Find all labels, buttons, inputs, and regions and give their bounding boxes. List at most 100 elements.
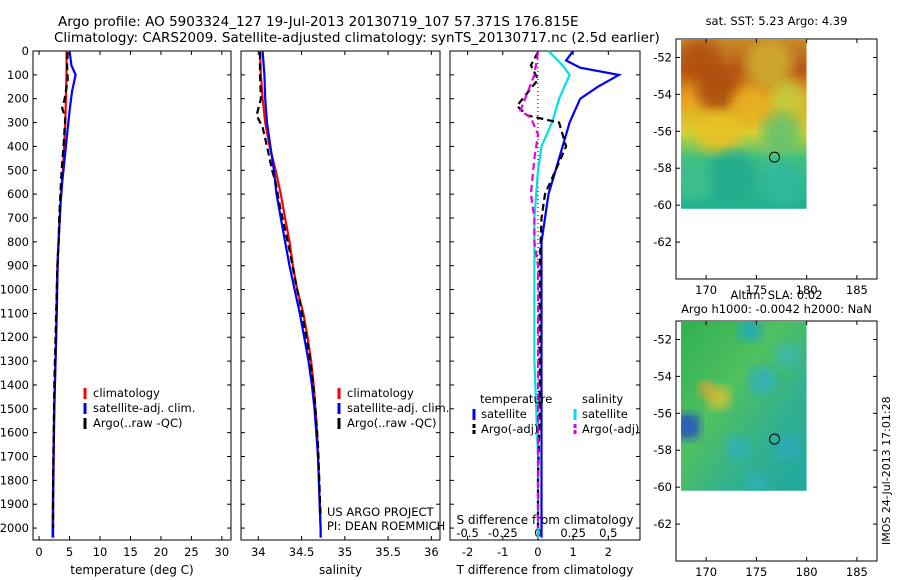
ytick-label: 400 [7,139,29,153]
legend-label: Argo(..raw -QC) [347,416,437,430]
plot-frame [449,50,641,541]
xtick-label: 34 [251,545,266,559]
xlabel: temperature (deg C) [70,563,193,577]
difference-panel: -2 -1 0 1 2 T difference from climatology -0.5… [449,50,641,577]
argo-marker [768,151,780,163]
map-field [681,39,807,209]
ytick-label: -60 [653,480,672,494]
xtick-top-label: 0.5 [599,526,617,540]
ytick-label: 1000 [0,283,29,297]
xtick-label: 185 [846,283,868,297]
xtick-label: 0 [534,545,541,559]
legend-title: salinity [582,392,623,406]
sla-blob [775,436,800,461]
xtick-label: 36 [424,545,439,559]
ytick-label: 1500 [0,402,29,416]
xtick-label: 2 [605,545,612,559]
ytick-label: -60 [653,198,672,212]
xlabel-top: S difference from climatology [457,513,634,527]
xtick-label: 30 [215,545,230,559]
ytick-label: 1600 [0,426,29,440]
xtick-top-label: -0.5 [456,526,478,540]
ytick-label: 0 [22,44,29,58]
legend-label: satellite [582,407,628,421]
xtick-label: 185 [846,565,868,579]
xtick-top-label: -0.25 [488,526,518,540]
legend-label: climatology [347,386,414,400]
map-title: Altim. SLA: 0.02 [730,288,822,302]
sst-blob [761,112,802,153]
xtick-label: 1 [569,545,576,559]
xtick-label: -1 [497,545,508,559]
header-line1: Argo profile: AO 5903324_127 19-Jul-2013… [58,14,579,30]
ytick-label: -52 [653,332,672,346]
legend-label: climatology [93,386,160,400]
ytick-label: 900 [7,259,29,273]
legend-label: Argo(-adj) [481,422,538,436]
sst-blob [744,40,793,89]
sst-blob [681,165,712,202]
xtick-label: 34.5 [289,545,315,559]
ytick-label: -62 [653,517,672,531]
ytick-label: -56 [653,124,672,138]
sst-blob [730,86,771,127]
sst-blob [769,80,806,117]
legend-label: Argo(..raw -QC) [93,416,183,430]
ytick-label: 300 [7,116,29,130]
footer-stamp: IMOS 24-Jul-2013 17:01:28 [880,396,893,545]
annotation-line: PI: DEAN ROEMMICH [327,519,445,533]
header-line2: Climatology: CARS2009. Satellite-adjuste… [54,30,660,46]
sst-map-panel: 170 175 180 185 -52 -54 -56 -58 -60 -62 sat. SST: … [653,14,878,297]
ytick-label: 600 [7,187,29,201]
ytick-label: 1700 [0,450,29,464]
legend-label: satellite-adj. clim. [347,401,449,415]
ytick-label: 1200 [0,330,29,344]
sla-blob [681,412,702,441]
ytick-label: -62 [653,235,672,249]
ytick-label: 700 [7,211,29,225]
sst-blob [707,150,756,199]
legend-label: satellite [481,407,527,421]
ytick-label: 2000 [0,521,29,535]
ytick-label: 1100 [0,306,29,320]
xtick-top-label: 0.25 [560,526,586,540]
xtick-label: 175 [745,283,767,297]
ytick-label: 1900 [0,497,29,511]
ytick-label: 800 [7,235,29,249]
legend-label: satellite-adj. clim. [93,401,195,415]
argo-marker [768,433,780,445]
xtick-label: 175 [745,565,767,579]
sla-blob [775,342,800,367]
ytick-label: -54 [653,87,672,101]
xtick-label: 5 [66,545,73,559]
sst-blob [696,67,741,112]
ytick-label: -54 [653,369,672,383]
temperature-panel: 0100200300400500600700800900100011001200… [0,44,232,577]
xtick-label: 25 [184,545,199,559]
xtick-label: 35.5 [375,545,401,559]
map-subtitle: Argo h1000: -0.0042 h2000: NaN [681,302,872,316]
sst-blob [696,110,741,155]
plot-frame [240,50,441,541]
sla-blob [746,472,767,491]
xtick-label: 180 [796,565,818,579]
series-line [255,52,322,517]
sla-blob [738,321,763,342]
sla-blob [725,436,750,461]
salinity-panel: 34 34.5 35 35.5 36 salinity climatologysatelli… [240,50,449,577]
series-line [540,50,623,538]
map-field [681,321,807,491]
sst-blob [759,161,804,206]
xtick-label: 170 [695,283,717,297]
ytick-label: -58 [653,443,672,457]
ytick-label: 100 [7,68,29,82]
ytick-label: 500 [7,163,29,177]
sla-blob [698,380,715,397]
xtick-label: 10 [93,545,108,559]
sla-map-panel: 170 175 180 185 -52 -54 -56 -58 -60 -62 Altim. SLA… [653,288,878,579]
sla-blob [748,366,777,395]
series-line [519,52,540,529]
xtick-label: 35 [338,545,353,559]
ytick-label: -56 [653,406,672,420]
